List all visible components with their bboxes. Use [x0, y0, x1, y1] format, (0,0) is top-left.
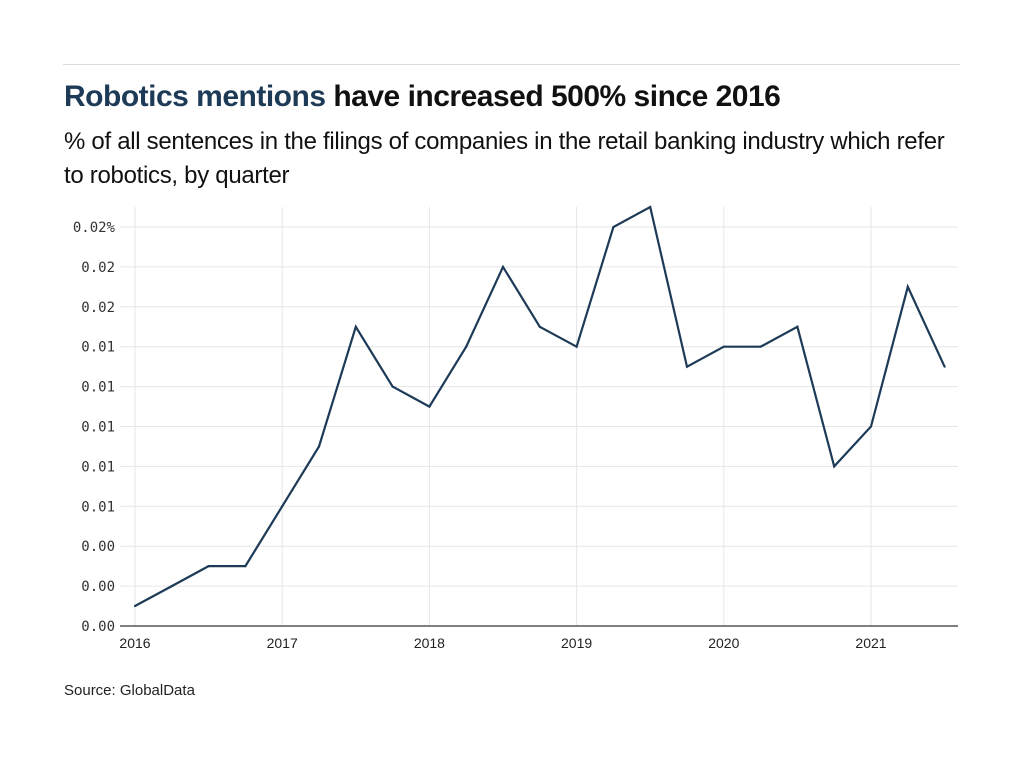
x-tick-label: 2019: [561, 635, 592, 651]
y-tick-label: 0.01: [81, 380, 115, 396]
top-divider: [63, 64, 960, 65]
chart-subtitle: % of all sentences in the filings of com…: [64, 128, 945, 189]
vertical-gridlines: [134, 207, 872, 626]
y-axis-labels: 0.00 0.00 0.00 0.01 0.01 0.01 0.01 0.01 0.02 0.02…: [73, 220, 116, 635]
y-tick-label: 0.01: [81, 459, 115, 475]
chart-title: Robotics mentions have increased 500% si…: [64, 80, 781, 114]
data-point: [796, 325, 799, 328]
data-point: [833, 465, 836, 468]
y-tick-label: 0.02: [81, 260, 115, 276]
x-axis-labels: 2016 2017 2018 2019 2020 2021: [119, 635, 886, 651]
data-point: [317, 445, 321, 448]
data-point: [869, 425, 873, 428]
y-tick-label: 0.02: [81, 300, 115, 316]
chart-title-highlight: Robotics mentions: [64, 80, 326, 113]
data-point: [538, 325, 541, 328]
data-point: [501, 265, 505, 268]
x-tick-label: 2020: [708, 635, 739, 651]
data-point: [685, 365, 689, 368]
data-point: [281, 505, 284, 508]
y-tick-label: 0.00: [81, 579, 115, 595]
data-point: [906, 285, 909, 288]
data-point: [170, 585, 173, 588]
source-note: Source: GlobalData: [64, 682, 195, 699]
data-point: [649, 205, 652, 209]
data-point: [759, 345, 762, 348]
y-tick-label: 0.01: [81, 340, 115, 356]
data-point: [575, 345, 578, 348]
x-tick-label: 2018: [414, 635, 445, 651]
data-point: [722, 345, 725, 348]
data-point: [207, 565, 210, 568]
horizontal-gridlines: [120, 226, 958, 587]
y-tick-label: 0.01: [81, 420, 115, 436]
data-point: [244, 565, 247, 568]
y-tick-label: 0.01: [81, 499, 115, 515]
data-point: [133, 604, 137, 608]
data-point: [354, 325, 357, 328]
x-tick-label: 2021: [855, 635, 886, 651]
data-point: [465, 345, 468, 348]
chart-title-rest: have increased 500% since 2016: [325, 80, 781, 113]
data-point: [428, 405, 431, 408]
data-point: [612, 225, 615, 229]
series-group: [133, 205, 946, 608]
data-point: [391, 385, 394, 388]
data-point: [943, 365, 946, 368]
y-tick-label: 0.00: [81, 619, 115, 635]
y-tick-label: 0.02%: [73, 220, 116, 236]
y-tick-label: 0.00: [81, 539, 115, 555]
x-tick-label: 2017: [267, 635, 298, 651]
x-tick-label: 2016: [119, 635, 150, 651]
